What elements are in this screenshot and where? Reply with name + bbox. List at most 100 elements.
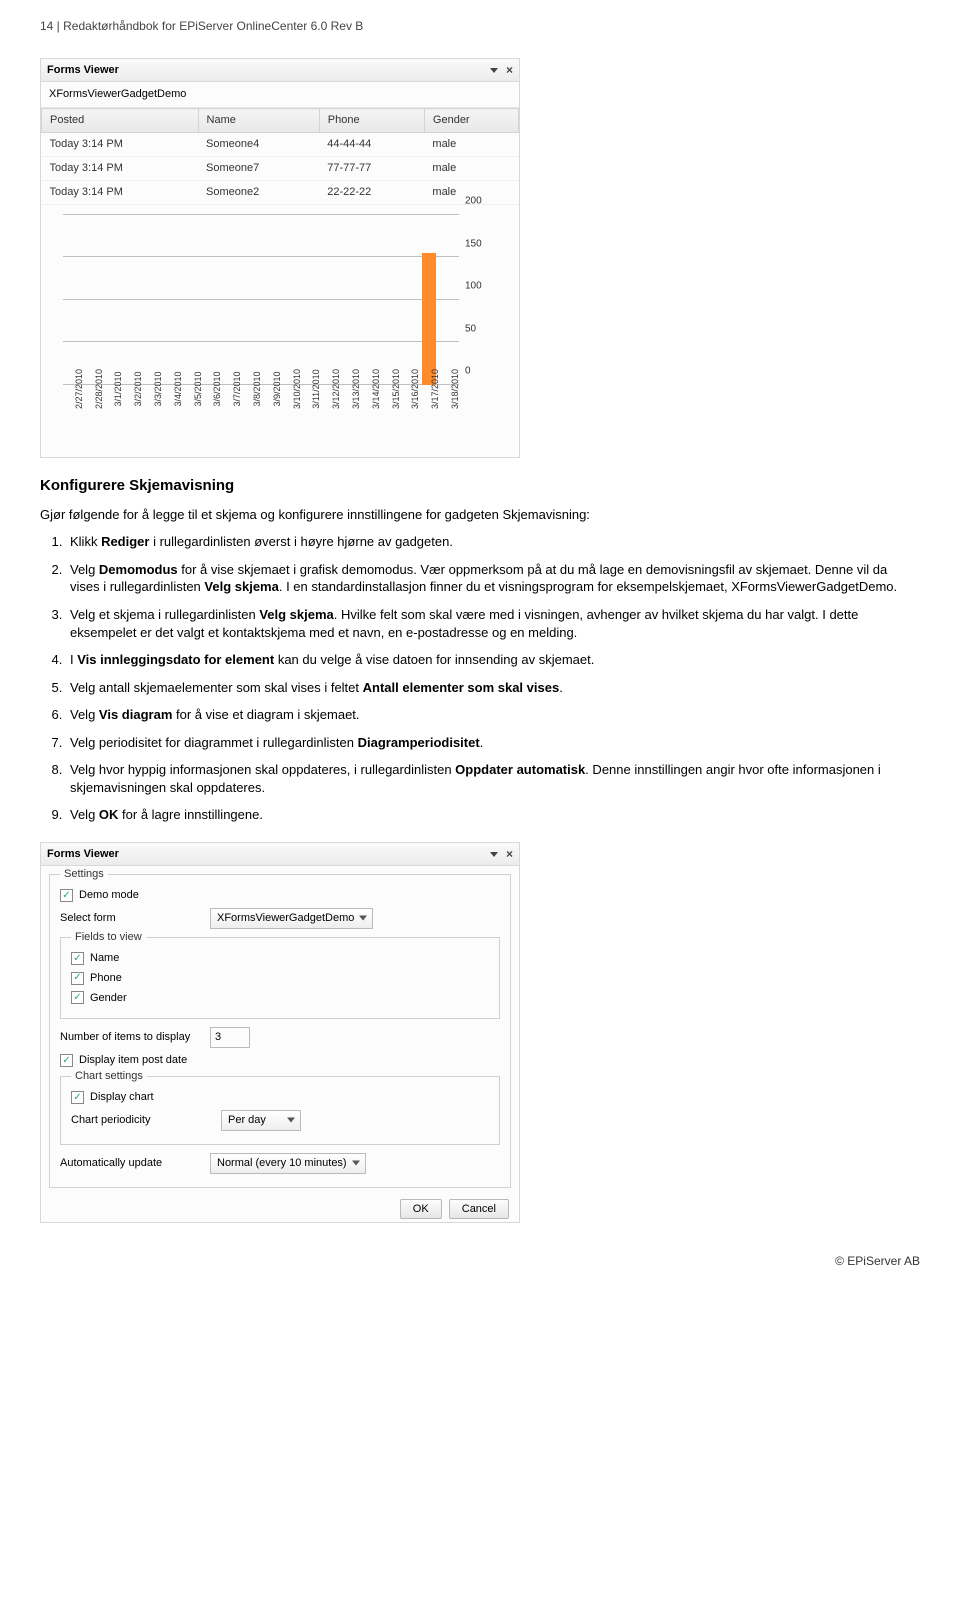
step-item: Velg hvor hyppig informasjonen skal oppd… [66, 761, 920, 796]
field-checkbox[interactable]: ✓ [71, 972, 84, 985]
ok-button[interactable]: OK [400, 1199, 442, 1219]
field-checkbox[interactable]: ✓ [71, 991, 84, 1004]
table-cell: male [424, 133, 518, 157]
gridline [63, 256, 459, 257]
table-cell: Someone2 [198, 180, 319, 204]
gadget-title-text: Forms Viewer [47, 847, 119, 862]
auto-update-dropdown[interactable]: Normal (every 10 minutes) [210, 1153, 366, 1174]
gadget-subtitle: XFormsViewerGadgetDemo [41, 82, 519, 108]
page-footer: © EPiServer AB [40, 1253, 920, 1269]
select-form-dropdown[interactable]: XFormsViewerGadgetDemo [210, 908, 373, 929]
table-cell: Today 3:14 PM [42, 180, 199, 204]
chart-settings-fieldset: Chart settings ✓ Display chart Chart per… [60, 1076, 500, 1145]
gridline [63, 341, 459, 342]
table-cell: Today 3:14 PM [42, 156, 199, 180]
num-items-input[interactable]: 3 [210, 1027, 250, 1048]
steps-list: Klikk Rediger i rullegardinlisten øverst… [66, 533, 920, 824]
y-tick-label: 200 [465, 194, 495, 208]
dropdown-icon[interactable] [490, 852, 498, 857]
field-label: Phone [90, 971, 122, 986]
table-cell: male [424, 156, 518, 180]
x-tick-label: 3/13/2010 [340, 385, 360, 443]
table-header: Name [198, 109, 319, 133]
field-label: Gender [90, 991, 127, 1006]
dropdown-icon[interactable] [490, 68, 498, 73]
chart-settings-legend: Chart settings [71, 1069, 147, 1084]
field-label: Name [90, 951, 119, 966]
x-tick-label: 3/14/2010 [360, 385, 380, 443]
display-post-date-checkbox[interactable]: ✓ [60, 1054, 73, 1067]
y-tick-label: 0 [465, 364, 495, 378]
table-cell: 22-22-22 [319, 180, 424, 204]
step-item: Velg periodisitet for diagrammet i rulle… [66, 734, 920, 752]
x-tick-label: 3/5/2010 [182, 385, 202, 443]
demo-mode-label: Demo mode [79, 888, 139, 903]
step-item: Klikk Rediger i rullegardinlisten øverst… [66, 533, 920, 551]
x-tick-label: 3/12/2010 [320, 385, 340, 443]
step-item: Velg Vis diagram for å vise et diagram i… [66, 706, 920, 724]
chart-periodicity-label: Chart periodicity [71, 1113, 221, 1128]
select-form-label: Select form [60, 911, 210, 926]
x-tick-label: 3/16/2010 [400, 385, 420, 443]
table-cell: Someone4 [198, 133, 319, 157]
x-tick-label: 3/3/2010 [142, 385, 162, 443]
gridline [63, 214, 459, 215]
demo-mode-checkbox[interactable]: ✓ [60, 889, 73, 902]
gridline [63, 299, 459, 300]
chart-periodicity-dropdown[interactable]: Per day [221, 1110, 301, 1131]
y-tick-label: 100 [465, 279, 495, 293]
field-row: ✓ Gender [71, 991, 489, 1006]
step-item: Velg OK for å lagre innstillingene. [66, 806, 920, 824]
step-item: I Vis innleggingsdato for element kan du… [66, 651, 920, 669]
y-tick-label: 50 [465, 322, 495, 336]
x-tick-label: 3/1/2010 [103, 385, 123, 443]
table-row: Today 3:14 PMSomeone444-44-44male [42, 133, 519, 157]
step-item: Velg Demomodus for å vise skjemaet i gra… [66, 561, 920, 596]
table-cell: 77-77-77 [319, 156, 424, 180]
x-tick-label: 3/2/2010 [122, 385, 142, 443]
forms-viewer-settings-gadget: Forms Viewer × Settings ✓ Demo mode Sele… [40, 842, 520, 1223]
table-header: Phone [319, 109, 424, 133]
close-icon[interactable]: × [506, 62, 513, 78]
forms-viewer-gadget: Forms Viewer × XFormsViewerGadgetDemo Po… [40, 58, 520, 457]
table-row: Today 3:14 PMSomeone777-77-77male [42, 156, 519, 180]
fields-legend: Fields to view [71, 930, 146, 945]
table-cell: Today 3:14 PM [42, 133, 199, 157]
page-header: 14 | Redaktørhåndbok for EPiServer Onlin… [40, 18, 920, 34]
x-tick-label: 3/4/2010 [162, 385, 182, 443]
display-chart-label: Display chart [90, 1090, 154, 1105]
close-icon[interactable]: × [506, 846, 513, 862]
display-chart-checkbox[interactable]: ✓ [71, 1091, 84, 1104]
num-items-label: Number of items to display [60, 1030, 210, 1045]
x-tick-label: 3/9/2010 [261, 385, 281, 443]
x-tick-label: 3/11/2010 [301, 385, 321, 443]
cancel-button[interactable]: Cancel [449, 1199, 509, 1219]
section-heading: Konfigurere Skjemavisning [40, 476, 920, 496]
table-cell: 44-44-44 [319, 133, 424, 157]
field-checkbox[interactable]: ✓ [71, 952, 84, 965]
x-tick-label: 3/18/2010 [439, 385, 459, 443]
step-item: Velg antall skjemaelementer som skal vis… [66, 679, 920, 697]
y-tick-label: 150 [465, 237, 495, 251]
settings-legend: Settings [60, 867, 108, 882]
table-header: Gender [424, 109, 518, 133]
chart-bar [422, 253, 436, 385]
table-cell: Someone7 [198, 156, 319, 180]
table-row: Today 3:14 PMSomeone222-22-22male [42, 180, 519, 204]
x-tick-label: 3/15/2010 [380, 385, 400, 443]
auto-update-label: Automatically update [60, 1156, 210, 1171]
x-tick-label: 2/28/2010 [83, 385, 103, 443]
x-tick-label: 3/6/2010 [202, 385, 222, 443]
field-row: ✓ Phone [71, 971, 489, 986]
fields-to-view-fieldset: Fields to view ✓Name✓Phone✓Gender [60, 937, 500, 1020]
x-tick-label: 3/8/2010 [241, 385, 261, 443]
button-row: OK Cancel [41, 1196, 519, 1223]
gadget-title-text: Forms Viewer [47, 63, 119, 78]
step-item: Velg et skjema i rullegardinlisten Velg … [66, 606, 920, 641]
gadget-title-bar: Forms Viewer × [41, 843, 519, 866]
display-post-date-label: Display item post date [79, 1053, 187, 1068]
x-tick-label: 3/17/2010 [419, 385, 439, 443]
x-tick-label: 3/7/2010 [221, 385, 241, 443]
gadget-title-bar: Forms Viewer × [41, 59, 519, 82]
x-tick-label: 3/10/2010 [281, 385, 301, 443]
